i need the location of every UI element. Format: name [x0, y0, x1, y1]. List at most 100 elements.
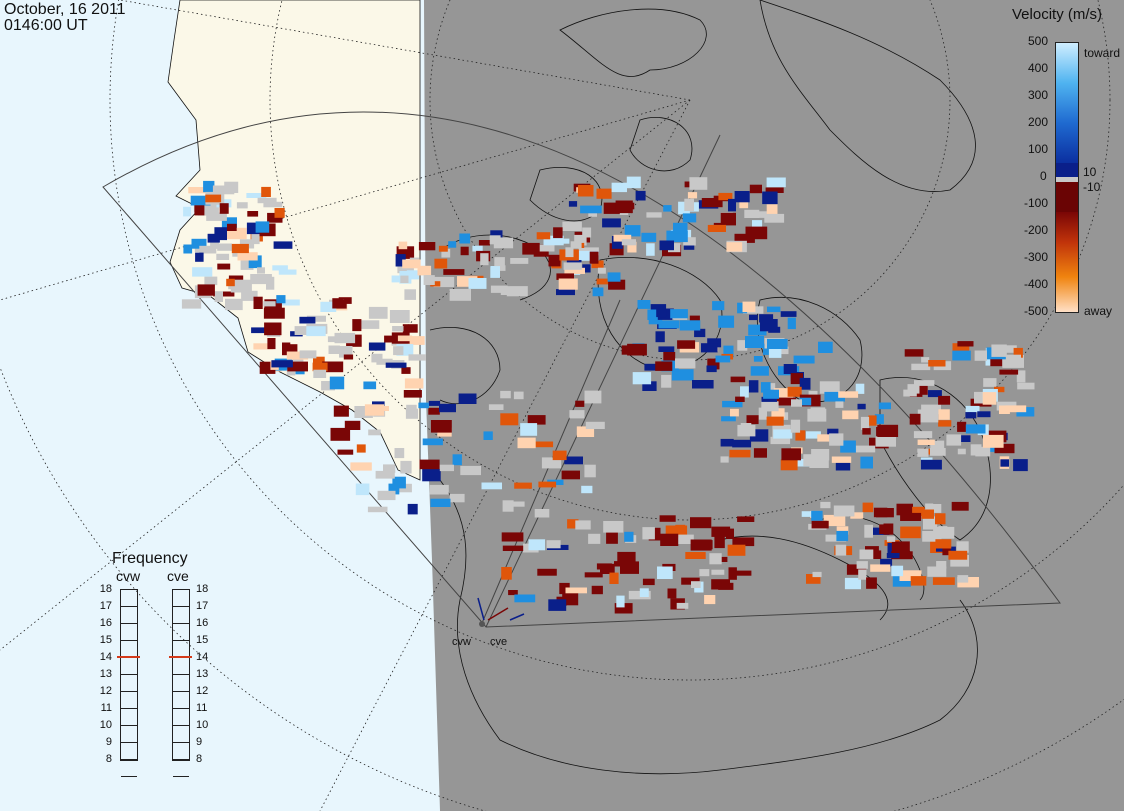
colorbar-tick-200: 200 — [1028, 115, 1049, 129]
velocity-cell — [767, 306, 781, 313]
velocity-cell — [428, 407, 440, 415]
velocity-cell — [274, 208, 285, 218]
velocity-cell — [534, 441, 554, 448]
frequency-cell — [173, 607, 189, 624]
velocity-cell — [739, 201, 749, 209]
velocity-cell — [584, 390, 602, 404]
velocity-cell — [225, 298, 243, 311]
velocity-cell — [701, 198, 723, 208]
velocity-cell — [537, 568, 557, 576]
velocity-cell — [970, 444, 982, 456]
velocity-cell — [621, 239, 636, 246]
velocity-cell — [812, 571, 822, 578]
velocity-cell — [805, 431, 821, 439]
velocity-cell — [982, 434, 1004, 448]
velocity-cell — [561, 470, 580, 480]
velocity-cell — [496, 265, 506, 271]
velocity-cell — [728, 198, 736, 212]
frequency-tick-w: 10 — [99, 719, 112, 731]
velocity-cell — [384, 335, 396, 343]
velocity-cell — [603, 521, 624, 533]
velocity-cell — [683, 237, 696, 246]
velocity-cell — [181, 299, 202, 309]
velocity-cell — [614, 603, 633, 614]
velocity-cell — [711, 569, 725, 575]
velocity-cell — [392, 476, 406, 489]
velocity-cell — [214, 291, 223, 302]
frequency-scale-cve — [172, 589, 190, 777]
velocity-cell — [577, 185, 594, 197]
velocity-cell — [718, 192, 733, 201]
frequency-tick-e: 17 — [196, 600, 209, 612]
velocity-cell — [278, 299, 300, 306]
velocity-cell — [983, 378, 997, 387]
velocity-cell — [500, 287, 513, 295]
velocity-cell — [659, 240, 674, 251]
velocity-cell — [240, 259, 254, 270]
velocity-cell — [868, 415, 877, 426]
velocity-cell — [689, 315, 700, 324]
velocity-cell — [811, 520, 829, 529]
velocity-cell — [965, 424, 986, 434]
frequency-marker-cvw — [117, 656, 140, 658]
velocity-cell — [673, 222, 688, 234]
velocity-cell — [271, 360, 293, 368]
velocity-cell — [748, 380, 759, 393]
velocity-cell — [891, 541, 910, 552]
velocity-cell — [575, 520, 591, 530]
colorbar-tick-minus300: -300 — [1024, 250, 1049, 264]
velocity-cell — [637, 300, 651, 309]
velocity-cell — [917, 439, 935, 445]
velocity-cell — [694, 328, 706, 338]
velocity-cell — [565, 247, 574, 258]
velocity-cell — [396, 344, 414, 356]
colorbar-tick-300: 300 — [1028, 88, 1049, 102]
velocity-cell — [578, 250, 599, 261]
colorbar-toward-label: toward — [1084, 46, 1121, 60]
radar-site-cvw — [479, 621, 485, 627]
frequency-cell — [121, 590, 137, 607]
time-label: 0146:00 UT — [4, 17, 88, 34]
velocity-cell — [580, 205, 602, 214]
velocity-cell — [860, 416, 870, 430]
velocity-cell — [956, 541, 969, 553]
frequency-radar-cve: cve — [167, 568, 189, 584]
velocity-cell — [732, 537, 755, 547]
velocity-cell — [286, 351, 309, 360]
velocity-cell — [350, 462, 372, 471]
velocity-cell — [407, 503, 418, 515]
velocity-cell — [490, 266, 500, 278]
velocity-cell — [418, 402, 429, 409]
velocity-cell — [287, 344, 298, 356]
velocity-cell — [632, 372, 652, 385]
velocity-cell — [584, 572, 603, 578]
velocity-cell — [408, 354, 426, 361]
velocity-cell — [558, 278, 578, 290]
velocity-cell — [483, 431, 493, 440]
velocity-cell — [807, 408, 827, 422]
velocity-cell — [671, 369, 694, 381]
velocity-cell — [875, 436, 896, 447]
velocity-cell — [833, 505, 855, 517]
velocity-cell — [644, 363, 666, 371]
velocity-cell — [670, 309, 688, 319]
velocity-cell — [393, 346, 404, 356]
velocity-cell — [762, 191, 778, 205]
velocity-cell — [552, 450, 567, 461]
velocity-cell — [873, 507, 888, 518]
velocity-cell — [723, 345, 734, 358]
velocity-cell — [251, 232, 260, 245]
velocity-cell — [639, 588, 649, 597]
velocity-cell — [819, 381, 840, 394]
velocity-cell — [405, 408, 419, 419]
velocity-cell — [567, 519, 579, 529]
velocity-cell — [707, 224, 726, 232]
velocity-cell — [774, 397, 797, 406]
velocity-cell — [746, 415, 759, 425]
velocity-cell — [752, 220, 763, 230]
velocity-cell — [720, 456, 729, 463]
velocity-cell — [391, 275, 406, 283]
velocity-cell — [994, 443, 1015, 454]
velocity-cell — [591, 585, 603, 595]
velocity-cell — [589, 251, 599, 264]
